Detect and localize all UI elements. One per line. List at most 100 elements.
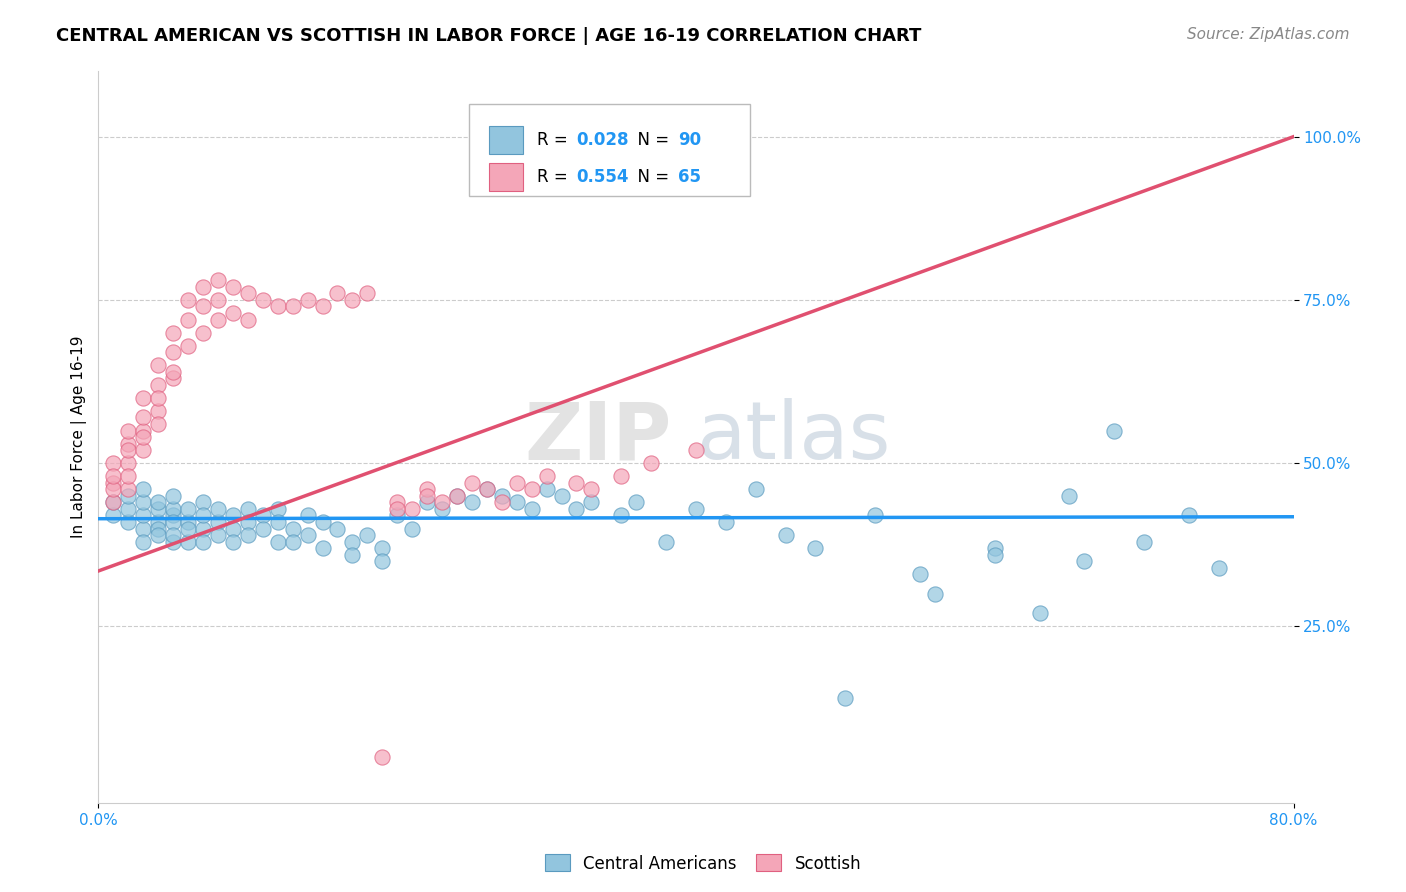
Point	[506, 475, 529, 490]
Point	[117, 502, 139, 516]
Point	[385, 495, 409, 509]
Point	[117, 436, 139, 450]
Point	[162, 502, 184, 516]
Point	[191, 280, 214, 294]
Point	[103, 475, 125, 490]
Point	[207, 502, 229, 516]
Point	[536, 483, 558, 497]
Point	[550, 489, 572, 503]
Point	[461, 495, 484, 509]
Point	[342, 534, 364, 549]
Point	[342, 548, 364, 562]
Point	[385, 502, 409, 516]
Point	[132, 443, 155, 458]
Point	[775, 528, 797, 542]
Point	[236, 286, 259, 301]
Point	[356, 286, 378, 301]
Point	[117, 483, 139, 497]
Point	[148, 358, 170, 372]
Point	[162, 515, 184, 529]
Point	[745, 483, 768, 497]
Text: 90: 90	[678, 131, 702, 149]
Point	[401, 521, 423, 535]
Point	[177, 521, 200, 535]
Text: CENTRAL AMERICAN VS SCOTTISH IN LABOR FORCE | AGE 16-19 CORRELATION CHART: CENTRAL AMERICAN VS SCOTTISH IN LABOR FO…	[56, 27, 921, 45]
Text: N =: N =	[627, 168, 673, 186]
Point	[162, 489, 184, 503]
Point	[626, 495, 648, 509]
Point	[1133, 534, 1156, 549]
Point	[446, 489, 468, 503]
Point	[103, 495, 125, 509]
Point	[191, 300, 214, 314]
Point	[475, 483, 498, 497]
Point	[117, 489, 139, 503]
Text: 0.028: 0.028	[576, 131, 628, 149]
Point	[281, 534, 304, 549]
Point	[162, 508, 184, 523]
Point	[103, 508, 125, 523]
Point	[132, 483, 155, 497]
Point	[1104, 424, 1126, 438]
Point	[177, 293, 200, 307]
Point	[1059, 489, 1081, 503]
Point	[416, 489, 439, 503]
Point	[326, 286, 349, 301]
Point	[640, 456, 662, 470]
Point	[252, 293, 274, 307]
Point	[326, 521, 349, 535]
Point	[148, 417, 170, 431]
Point	[207, 515, 229, 529]
Point	[685, 502, 707, 516]
Point	[103, 495, 125, 509]
Point	[148, 528, 170, 542]
Point	[297, 508, 319, 523]
Point	[281, 521, 304, 535]
Point	[236, 528, 259, 542]
Text: ZIP: ZIP	[524, 398, 672, 476]
Point	[685, 443, 707, 458]
Point	[162, 528, 184, 542]
Point	[520, 483, 543, 497]
Point	[610, 469, 633, 483]
Point	[191, 508, 214, 523]
Point	[984, 541, 1007, 555]
Point	[236, 502, 259, 516]
Point	[207, 312, 229, 326]
Point	[148, 495, 170, 509]
Point	[148, 521, 170, 535]
Point	[177, 515, 200, 529]
Point	[401, 502, 423, 516]
Point	[207, 528, 229, 542]
Point	[267, 515, 290, 529]
Point	[371, 541, 394, 555]
Point	[191, 521, 214, 535]
Point	[371, 750, 394, 764]
Point	[714, 515, 737, 529]
Point	[117, 443, 139, 458]
Point	[162, 326, 184, 340]
Point	[177, 338, 200, 352]
Point	[581, 495, 603, 509]
Point	[520, 502, 543, 516]
Bar	[489, 126, 523, 153]
Point	[132, 521, 155, 535]
Point	[148, 377, 170, 392]
Point	[177, 312, 200, 326]
Point	[1073, 554, 1095, 568]
Point	[252, 508, 274, 523]
Point	[908, 567, 931, 582]
Point	[461, 475, 484, 490]
Text: 0.554: 0.554	[576, 168, 628, 186]
Point	[311, 515, 333, 529]
Point	[1178, 508, 1201, 523]
Point	[655, 534, 678, 549]
Point	[267, 300, 290, 314]
Point	[506, 495, 529, 509]
Point	[177, 502, 200, 516]
Point	[416, 495, 439, 509]
Point	[416, 483, 439, 497]
Point	[281, 300, 304, 314]
Point	[236, 312, 259, 326]
Point	[252, 521, 274, 535]
